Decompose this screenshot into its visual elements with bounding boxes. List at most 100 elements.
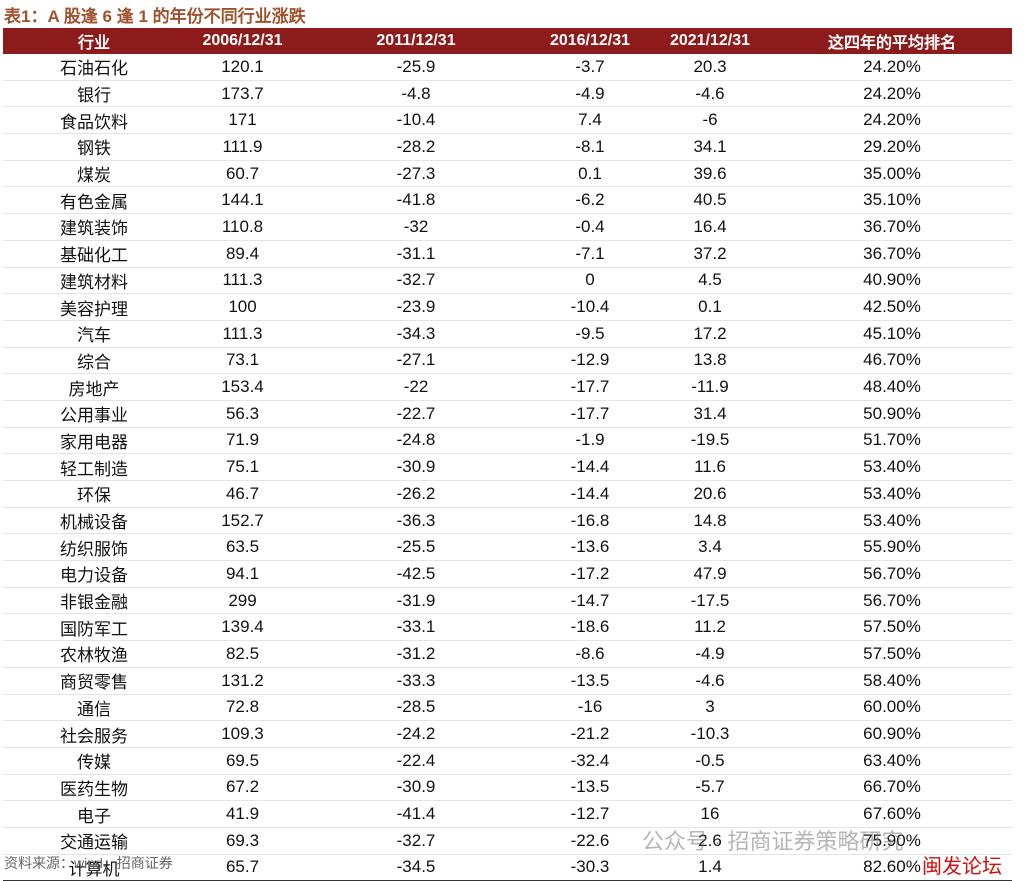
table-row: 传媒 69.5 -22.4 -32.4 -0.5 63.40%: [3, 747, 1012, 775]
value-cell: -17.7: [532, 373, 648, 401]
value-cell: 11.6: [648, 453, 772, 481]
value-cell: -17.7: [532, 400, 648, 428]
value-cell: -32.7: [300, 827, 532, 855]
industry-cell: 社会服务: [3, 720, 185, 748]
header-cell: 2006/12/31: [185, 28, 300, 54]
value-cell: -0.4: [532, 213, 648, 241]
table-row: 有色金属 144.1 -41.8 -6.2 40.5 35.10%: [3, 186, 1012, 215]
value-cell: 50.90%: [772, 400, 1012, 428]
table-row: 公用事业 56.3 -22.7 -17.7 31.4 50.90%: [3, 400, 1012, 428]
value-cell: -23.9: [300, 293, 532, 321]
value-cell: -14.4: [532, 453, 648, 481]
table-row: 建筑装饰 110.8 -32 -0.4 16.4 36.70%: [3, 213, 1012, 241]
industry-cell: 美容护理: [3, 293, 185, 321]
value-cell: -16.8: [532, 507, 648, 535]
table-row: 美容护理 100 -23.9 -10.4 0.1 42.50%: [3, 293, 1012, 321]
value-cell: -30.3: [532, 854, 648, 881]
value-cell: -7.1: [532, 240, 648, 268]
value-cell: 20.3: [648, 54, 772, 81]
value-cell: 139.4: [185, 613, 300, 642]
value-cell: 0.1: [532, 160, 648, 188]
value-cell: 11.2: [648, 613, 772, 642]
industry-cell: 石油石化: [3, 54, 185, 81]
value-cell: -41.8: [300, 186, 532, 215]
value-cell: 17.2: [648, 320, 772, 348]
value-cell: -10.3: [648, 720, 772, 748]
value-cell: -24.8: [300, 427, 532, 455]
value-cell: 13.8: [648, 347, 772, 375]
value-cell: -31.2: [300, 640, 532, 668]
value-cell: 299: [185, 587, 300, 615]
value-cell: -31.9: [300, 587, 532, 615]
industry-cell: 传媒: [3, 747, 185, 775]
value-cell: -30.9: [300, 453, 532, 481]
industry-cell: 房地产: [3, 373, 185, 401]
value-cell: 153.4: [185, 373, 300, 401]
value-cell: -34.5: [300, 854, 532, 881]
value-cell: 31.4: [648, 400, 772, 428]
value-cell: -4.9: [648, 640, 772, 668]
value-cell: 46.7: [185, 480, 300, 508]
header-cell: 行业: [3, 28, 185, 54]
value-cell: 171: [185, 106, 300, 135]
value-cell: 24.20%: [772, 80, 1012, 108]
value-cell: 39.6: [648, 160, 772, 188]
table-row: 银行 173.7 -4.8 -4.9 -4.6 24.20%: [3, 80, 1012, 108]
table-row: 环保 46.7 -26.2 -14.4 20.6 53.40%: [3, 480, 1012, 508]
value-cell: -0.5: [648, 747, 772, 775]
value-cell: 111.3: [185, 320, 300, 348]
industry-cell: 非银金融: [3, 587, 185, 615]
value-cell: 152.7: [185, 507, 300, 535]
value-cell: -13.5: [532, 667, 648, 695]
value-cell: -31.1: [300, 240, 532, 268]
table-row: 轻工制造 75.1 -30.9 -14.4 11.6 53.40%: [3, 453, 1012, 481]
table-row: 纺织服饰 63.5 -25.5 -13.6 3.4 55.90%: [3, 533, 1012, 562]
industry-cell: 基础化工: [3, 240, 185, 268]
industry-cell: 电子: [3, 800, 185, 828]
value-cell: 71.9: [185, 427, 300, 455]
industry-cell: 环保: [3, 480, 185, 508]
industry-cell: 建筑材料: [3, 267, 185, 295]
value-cell: 60.90%: [772, 720, 1012, 748]
value-cell: 72.8: [185, 694, 300, 722]
value-cell: -32.7: [300, 267, 532, 295]
table-row: 通信 72.8 -28.5 -16 3 60.00%: [3, 694, 1012, 722]
value-cell: 82.5: [185, 640, 300, 668]
value-cell: -3.7: [532, 54, 648, 81]
value-cell: 48.40%: [772, 373, 1012, 401]
value-cell: 110.8: [185, 213, 300, 241]
value-cell: -33.1: [300, 613, 532, 642]
table-row: 电力设备 94.1 -42.5 -17.2 47.9 56.70%: [3, 560, 1012, 588]
value-cell: -4.6: [648, 667, 772, 695]
value-cell: 36.70%: [772, 213, 1012, 241]
value-cell: -22.4: [300, 747, 532, 775]
value-cell: -25.9: [300, 54, 532, 81]
table-row: 房地产 153.4 -22 -17.7 -11.9 48.40%: [3, 373, 1012, 401]
value-cell: 35.10%: [772, 186, 1012, 215]
header-cell: 2021/12/31: [648, 28, 772, 54]
value-cell: 34.1: [648, 133, 772, 161]
value-cell: 131.2: [185, 667, 300, 695]
header-cell: 2011/12/31: [300, 28, 532, 54]
value-cell: 14.8: [648, 507, 772, 535]
value-cell: 3: [648, 694, 772, 722]
value-cell: 36.70%: [772, 240, 1012, 268]
value-cell: -42.5: [300, 560, 532, 588]
value-cell: -22: [300, 373, 532, 401]
value-cell: 37.2: [648, 240, 772, 268]
value-cell: -22.7: [300, 400, 532, 428]
table-row: 食品饮料 171 -10.4 7.4 -6 24.20%: [3, 106, 1012, 135]
value-cell: 3.4: [648, 533, 772, 562]
value-cell: 56.70%: [772, 587, 1012, 615]
value-cell: -32: [300, 213, 532, 241]
value-cell: 60.7: [185, 160, 300, 188]
value-cell: -6: [648, 106, 772, 135]
value-cell: -1.9: [532, 427, 648, 455]
value-cell: -22.6: [532, 827, 648, 855]
value-cell: 45.10%: [772, 320, 1012, 348]
value-cell: 56.3: [185, 400, 300, 428]
value-cell: -17.5: [648, 587, 772, 615]
value-cell: -34.3: [300, 320, 532, 348]
data-table: 行业 2006/12/31 2011/12/31 2016/12/31 2021/12/…: [3, 28, 1012, 881]
table-row: 国防军工 139.4 -33.1 -18.6 11.2 57.50%: [3, 613, 1012, 642]
